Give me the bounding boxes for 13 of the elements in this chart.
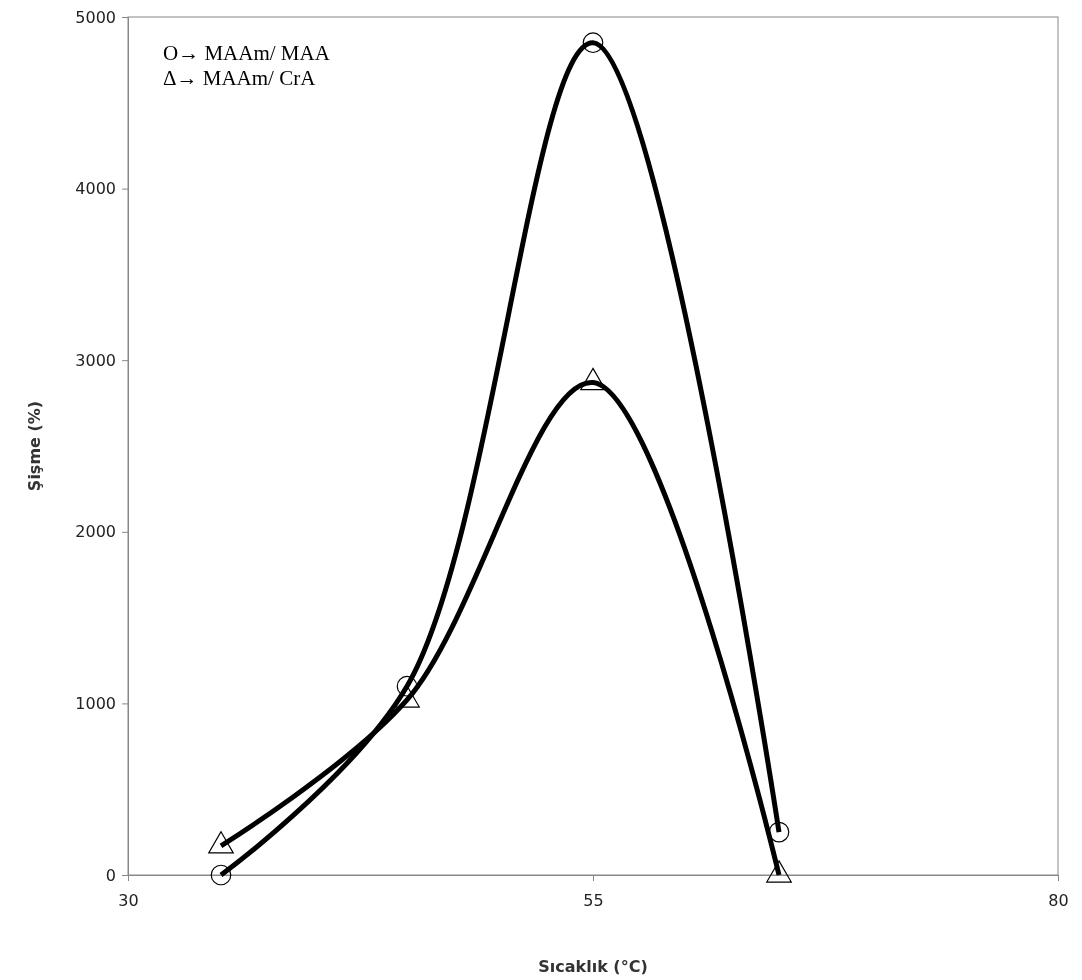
annotation: O→ MAAm/ MAA	[163, 41, 331, 65]
x-axis-title: Sıcaklık (°C)	[538, 957, 648, 976]
y-tick-label: 4000	[75, 179, 116, 199]
x-tick-label: 30	[118, 891, 139, 911]
y-tick-label: 3000	[75, 350, 116, 370]
x-tick-label: 55	[583, 891, 604, 911]
y-tick-label: 5000	[75, 7, 116, 27]
x-tick-label: 80	[1048, 891, 1069, 911]
y-tick-label: 0	[105, 865, 116, 885]
y-tick-label: 2000	[75, 522, 116, 542]
annotation: Δ→ MAAm/ CrA	[163, 66, 317, 90]
y-axis-title: Şişme (%)	[25, 400, 44, 492]
y-tick-label: 1000	[75, 694, 116, 714]
